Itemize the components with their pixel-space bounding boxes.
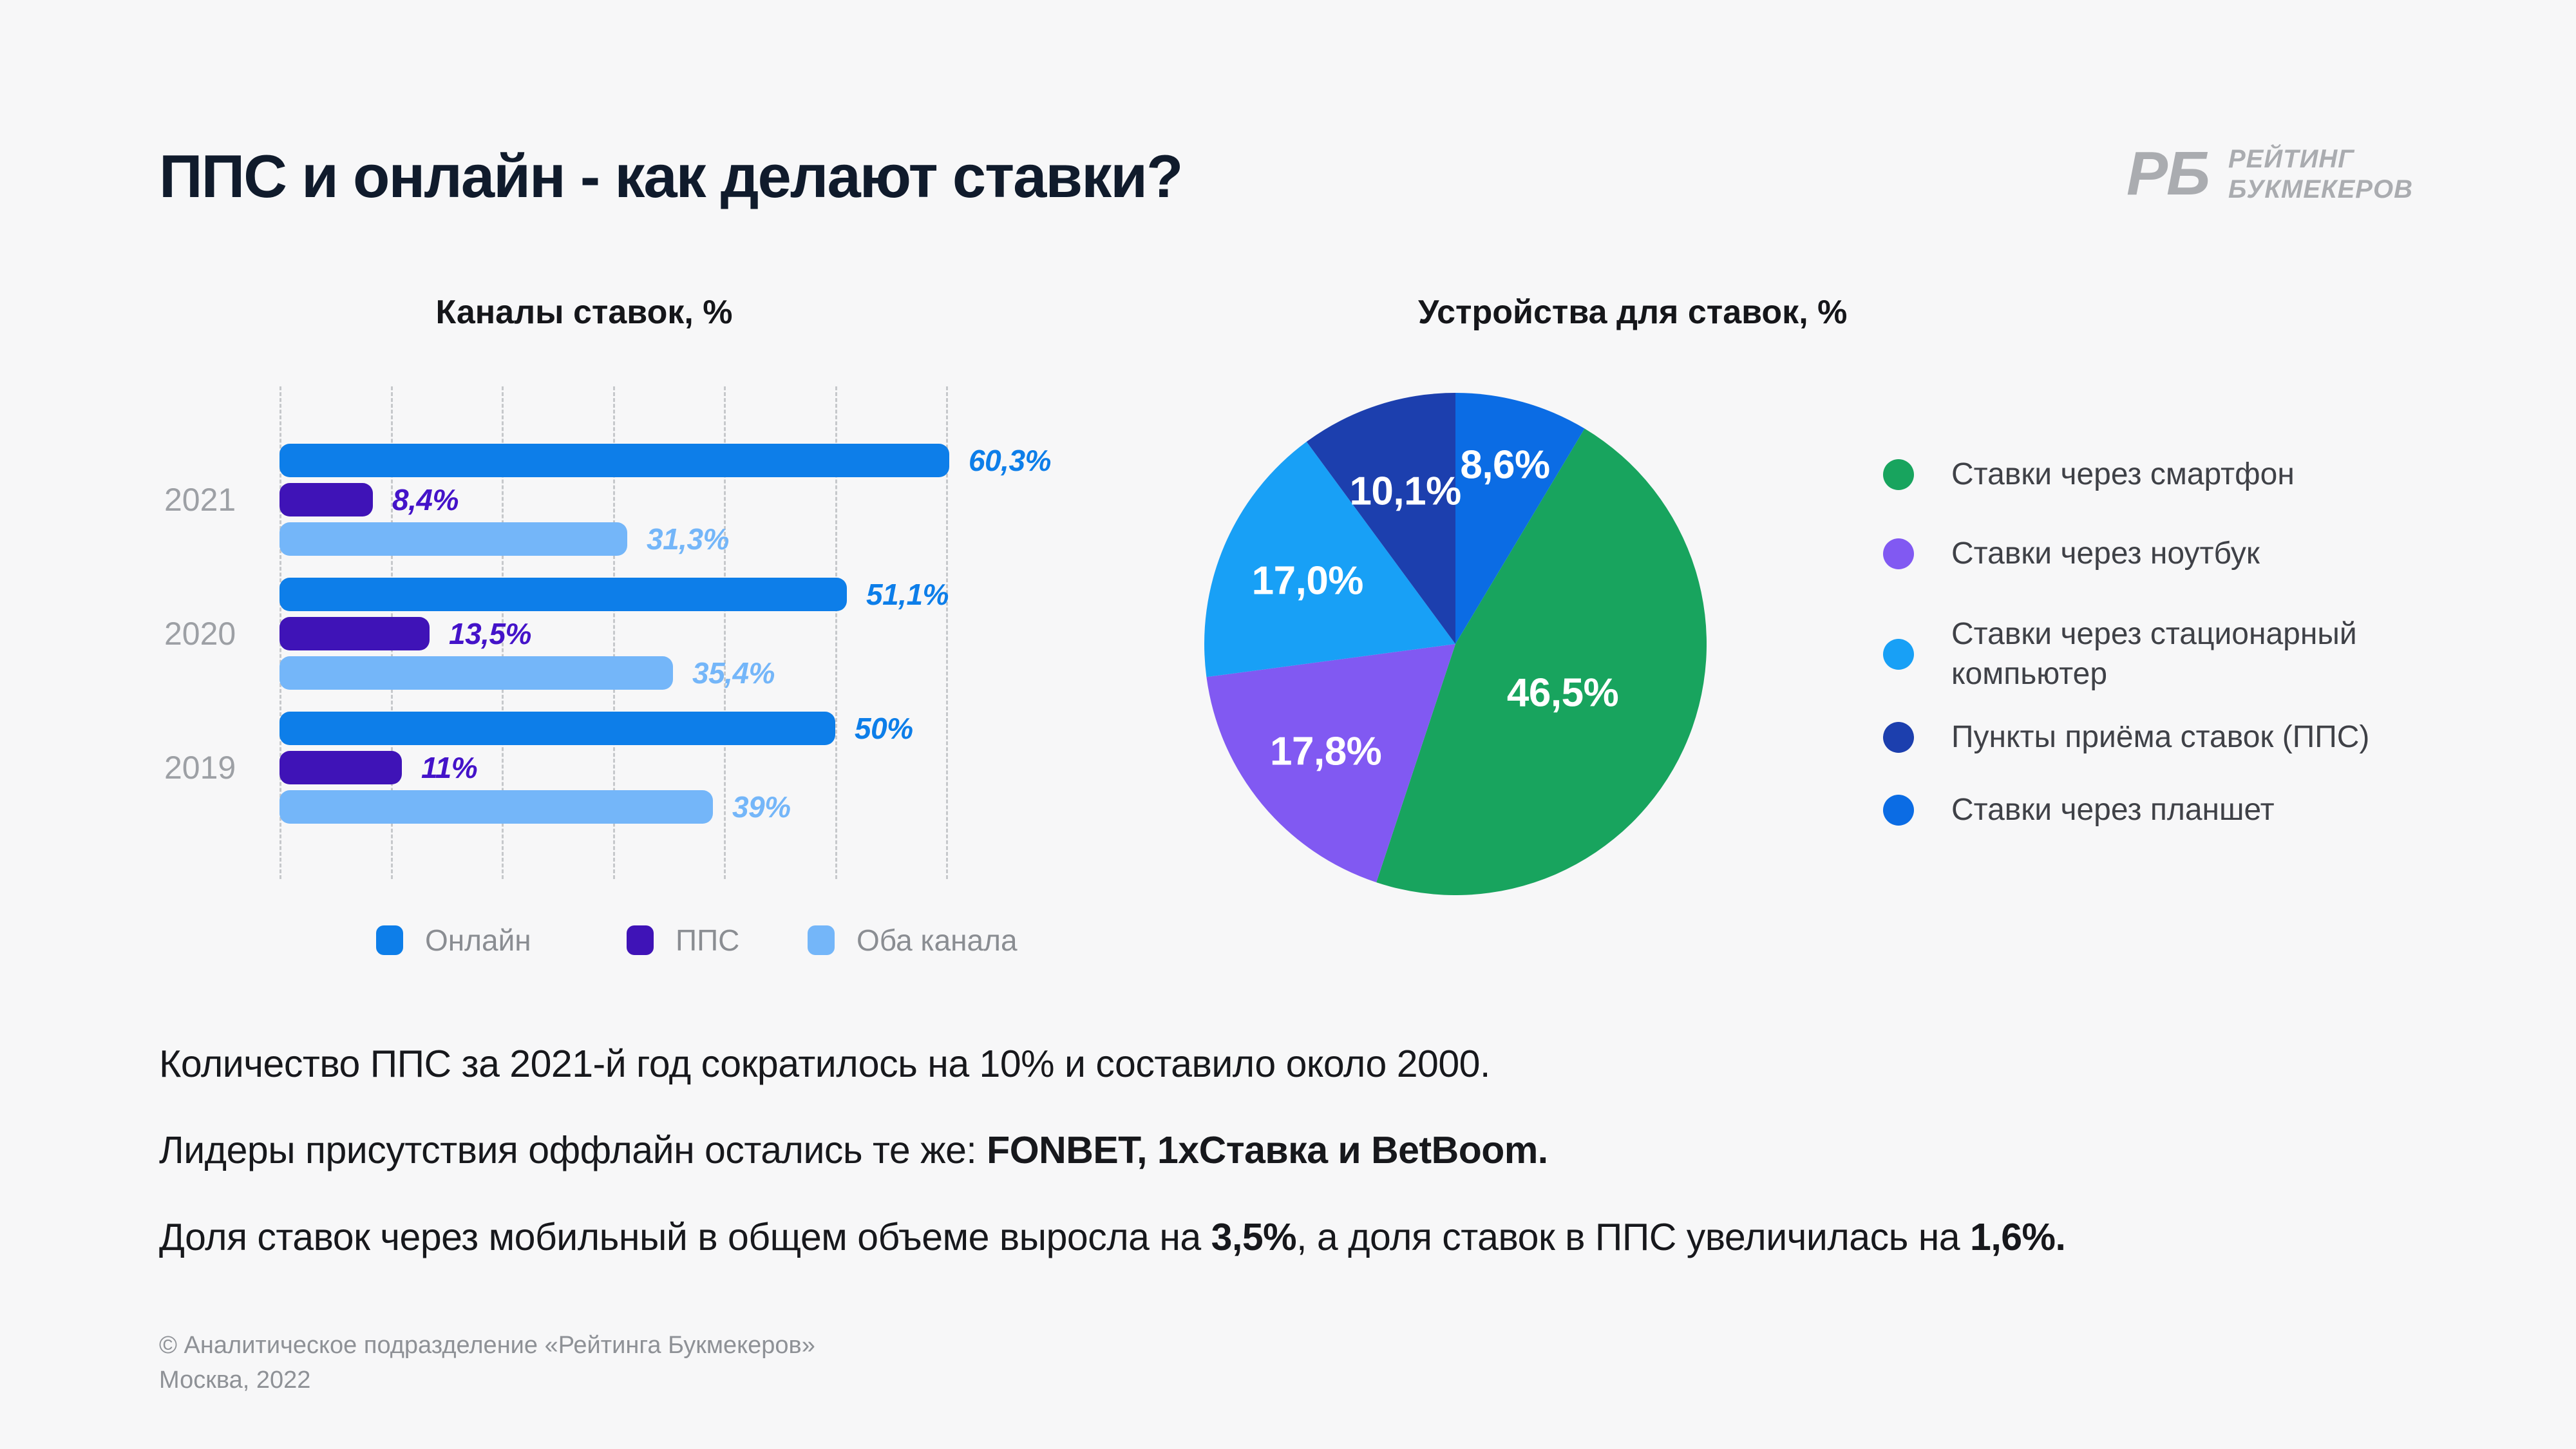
- pie-legend-label-smartphone: Ставки через смартфон: [1951, 457, 2295, 491]
- note-segment: , а доля ставок в ППС увеличилась на: [1296, 1216, 1971, 1258]
- pie-slice-smartphone: [1376, 428, 1707, 895]
- footer: © Аналитическое подразделение «Рейтинга …: [159, 1328, 815, 1397]
- bar-category-label-2020: 2020: [164, 616, 236, 652]
- pie-legend-label-tablet: Ставки через планшет: [1951, 793, 2275, 827]
- pie-value-label-smartphone: 46,5%: [1506, 670, 1619, 715]
- gridline: [279, 386, 281, 879]
- pie-legend-label-pps: Пункты приёма ставок (ППС): [1951, 720, 2370, 754]
- pie-slice-laptop: [1206, 644, 1455, 883]
- legend-label-online: Онлайн: [425, 923, 531, 957]
- pie-slice-tablet: [1455, 393, 1585, 644]
- footer-location: Москва, 2022: [159, 1367, 311, 1394]
- pie-slice-pps: [1306, 393, 1455, 644]
- pie-legend-dot-pps: [1883, 722, 1914, 753]
- bar-category-label-2019: 2019: [164, 750, 236, 786]
- brand-logo-line2: БУКМЕКЕРОВ: [2228, 175, 2413, 204]
- brand-logo: РБ РЕЙТИНГ БУКМЕКЕРОВ: [2126, 143, 2413, 205]
- legend-label-pps: ППС: [676, 923, 740, 957]
- note-bold-segment: 1,6%.: [1970, 1216, 2066, 1258]
- gridline: [724, 386, 726, 879]
- pie-chart-title: Устройства для ставок, %: [1418, 294, 1848, 331]
- legend-swatch-pps: [627, 925, 654, 955]
- bar-online-2021: [279, 444, 949, 477]
- legend-swatch-both: [808, 925, 835, 955]
- pie-legend-dot-tablet: [1883, 795, 1914, 826]
- pie-value-label-tablet: 8,6%: [1460, 442, 1550, 488]
- pie-value-label-laptop: 17,8%: [1270, 729, 1382, 774]
- bar-pps-2020: [279, 617, 430, 650]
- note-segment: Лидеры присутствия оффлайн остались те ж…: [159, 1129, 987, 1171]
- pie-legend-item-smartphone: Ставки через смартфон: [1883, 455, 2295, 495]
- bar-online-2020: [279, 578, 847, 611]
- bar-legend-item-both: Оба канала: [808, 923, 1018, 957]
- pie-legend-item-desktop: Ставки через стационарный компьютер: [1883, 614, 2402, 694]
- legend-swatch-online: [376, 925, 403, 955]
- pie-chart: 8,6% 46,5% 17,8% 17,0% 10,1%: [1204, 393, 1707, 895]
- gridline: [612, 386, 615, 879]
- brand-logo-mark-icon: РБ: [2126, 139, 2210, 208]
- bar-value-label-online-2021: 60,3%: [969, 444, 1051, 477]
- note-line-1: Количество ППС за 2021-й год сократилось…: [159, 1040, 1490, 1088]
- brand-logo-text: РЕЙТИНГ БУКМЕКЕРОВ: [2228, 143, 2413, 205]
- note-line-3: Доля ставок через мобильный в общем объе…: [159, 1213, 2066, 1261]
- bar-pps-2019: [279, 751, 402, 784]
- note-bold-segment: 3,5%: [1211, 1216, 1297, 1258]
- bar-value-label-online-2019: 50%: [855, 712, 913, 745]
- gridline: [946, 386, 948, 879]
- bar-pps-2021: [279, 483, 373, 516]
- note-bold-segment: FONBET, 1хСтавка и BetBoom.: [987, 1129, 1548, 1171]
- bar-chart-title: Каналы ставок, %: [435, 294, 733, 331]
- pie-value-label-pps: 10,1%: [1349, 469, 1461, 514]
- bar-value-label-both-2021: 31,3%: [647, 522, 729, 556]
- pie-legend-label-laptop: Ставки через ноутбук: [1951, 536, 2260, 571]
- pie-legend-item-pps: Пункты приёма ставок (ППС): [1883, 717, 2369, 757]
- page-title: ППС и онлайн - как делают ставки?: [159, 142, 1183, 210]
- pie-legend-dot-smartphone: [1883, 459, 1914, 490]
- brand-logo-line1: РЕЙТИНГ: [2228, 145, 2354, 173]
- bar-category-label-2021: 2021: [164, 482, 236, 518]
- bar-value-label-pps-2021: 8,4%: [392, 483, 459, 516]
- note-segment: Количество ППС за 2021-й год сократилось…: [159, 1043, 1490, 1085]
- gridline: [835, 386, 837, 879]
- pie-legend-item-laptop: Ставки через ноутбук: [1883, 534, 2260, 574]
- note-line-2: Лидеры присутствия оффлайн остались те ж…: [159, 1126, 1548, 1174]
- pie-legend-dot-desktop: [1883, 639, 1914, 670]
- bar-both-2021: [279, 522, 627, 556]
- bar-value-label-both-2020: 35,4%: [692, 656, 775, 690]
- bar-value-label-pps-2020: 13,5%: [449, 617, 531, 650]
- bar-online-2019: [279, 712, 835, 745]
- pie-legend-label-desktop: Ставки через стационарный компьютер: [1951, 617, 2357, 691]
- gridline: [390, 386, 393, 879]
- pie-legend-item-tablet: Ставки через планшет: [1883, 790, 2275, 830]
- bar-legend-item-online: Онлайн: [376, 923, 531, 957]
- pie-value-label-desktop: 17,0%: [1251, 558, 1364, 603]
- pie-legend-dot-laptop: [1883, 538, 1914, 569]
- footer-credit: © Аналитическое подразделение «Рейтинга …: [159, 1332, 815, 1359]
- bar-value-label-online-2020: 51,1%: [866, 578, 949, 611]
- bar-both-2020: [279, 656, 673, 690]
- pie-slice-desktop: [1204, 441, 1455, 677]
- bar-value-label-both-2019: 39%: [732, 790, 791, 824]
- gridline: [502, 386, 504, 879]
- bar-both-2019: [279, 790, 713, 824]
- legend-label-both: Оба канала: [857, 923, 1018, 957]
- bar-value-label-pps-2019: 11%: [421, 751, 478, 784]
- pie-svg: [1204, 393, 1707, 895]
- note-segment: Доля ставок через мобильный в общем объе…: [159, 1216, 1211, 1258]
- bar-legend-item-pps: ППС: [627, 923, 740, 957]
